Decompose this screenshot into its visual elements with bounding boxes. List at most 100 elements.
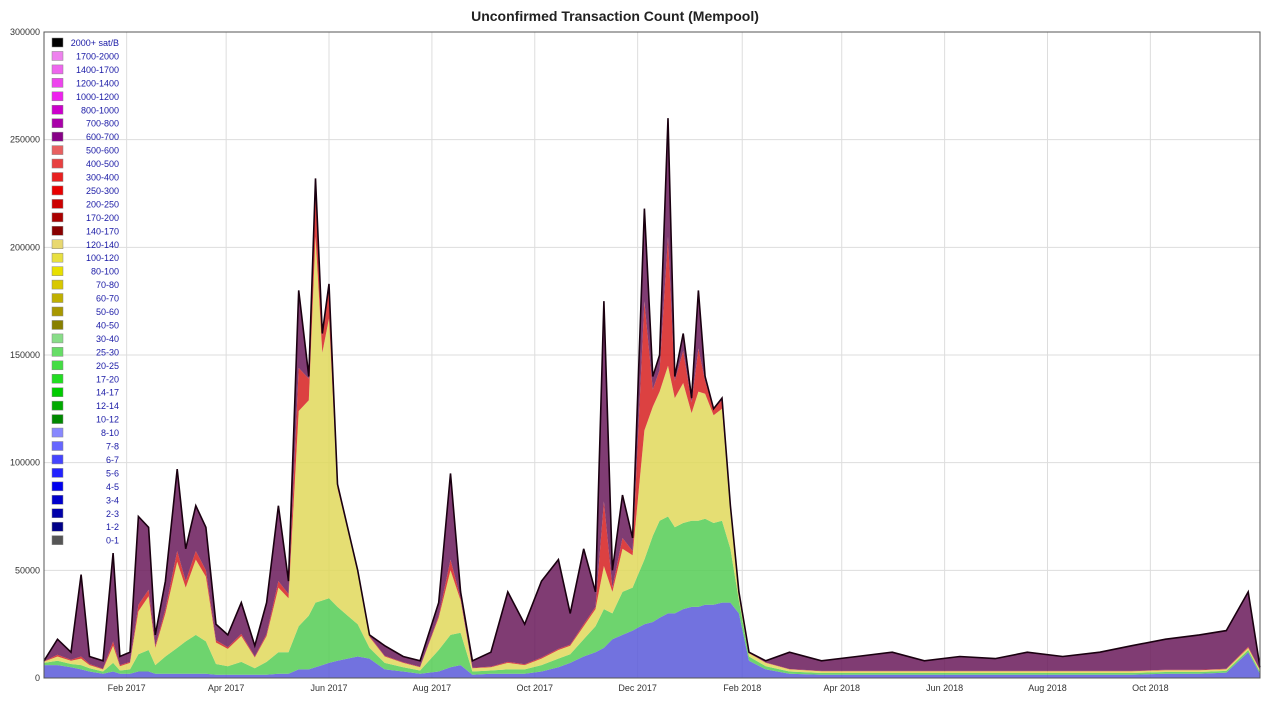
axes: 0 50000 100000 150000 200000 250000 300000 Feb … <box>10 27 1261 693</box>
legend-swatch <box>51 91 64 102</box>
legend-swatch <box>51 131 64 142</box>
legend-swatch <box>51 306 64 317</box>
legend-label: 1-2 <box>106 522 119 532</box>
x-tick-label: Oct 2018 <box>1132 683 1169 693</box>
total-line <box>43 118 1261 668</box>
legend-label: 2-3 <box>106 509 119 519</box>
legend-label: 800-1000 <box>81 105 119 115</box>
x-tick-label: Aug 2018 <box>1028 683 1067 693</box>
y-tick-label: 150000 <box>10 350 40 360</box>
legend-label: 10-12 <box>96 415 119 425</box>
legend-label: 300-400 <box>86 173 119 183</box>
legend-swatch <box>51 400 64 411</box>
legend-swatch <box>51 266 64 276</box>
legend-swatch <box>51 239 64 249</box>
legend-label: 600-700 <box>86 132 119 142</box>
legend-label: 20-25 <box>96 361 119 371</box>
legend-swatch <box>51 37 64 48</box>
x-tick-label: Feb 2017 <box>108 683 146 693</box>
legend-swatch <box>51 172 64 182</box>
legend-label: 3-4 <box>106 495 119 505</box>
legend-swatch <box>51 454 64 465</box>
legend-label: 250-300 <box>86 186 119 196</box>
legend-label: 2000+ sat/B <box>71 38 119 48</box>
legend-label: 30-40 <box>96 334 119 344</box>
legend-swatch <box>51 145 64 155</box>
legend-swatch <box>51 185 64 196</box>
y-tick-label: 200000 <box>10 242 40 252</box>
legend-swatch <box>51 118 64 128</box>
legend-label: 80-100 <box>91 267 119 277</box>
legend-swatch <box>51 333 64 344</box>
x-tick-label: Aug 2017 <box>413 683 452 693</box>
y-tick-label: 50000 <box>15 565 40 575</box>
legend-label: 100-120 <box>86 253 119 263</box>
legend-label: 7-8 <box>106 442 119 452</box>
x-tick-label: Dec 2017 <box>618 683 657 693</box>
legend-swatch <box>51 374 64 384</box>
legend-swatch <box>51 414 64 424</box>
chart-title: Unconfirmed Transaction Count (Mempool) <box>471 8 759 24</box>
legend-label: 1000-1200 <box>76 92 119 102</box>
legend-label: 40-50 <box>96 320 119 330</box>
legend-swatch <box>51 51 64 61</box>
area-band-2 <box>44 236 1260 673</box>
legend-label: 70-80 <box>96 280 119 290</box>
legend-label: 400-500 <box>86 159 119 169</box>
y-tick-label: 0 <box>35 673 40 683</box>
legend-label: 8-10 <box>101 428 119 438</box>
legend-label: 12-14 <box>96 401 119 411</box>
legend-label: 140-170 <box>86 226 119 236</box>
x-tick-label: Jun 2017 <box>311 683 348 693</box>
x-tick-label: Jun 2018 <box>926 683 963 693</box>
y-tick-label: 250000 <box>10 135 40 145</box>
legend-label: 0-1 <box>106 536 119 546</box>
total-series-line <box>43 118 1261 668</box>
y-tick-label: 100000 <box>10 458 40 468</box>
area-band-0 <box>44 602 1260 678</box>
legend-swatch <box>51 427 64 438</box>
legend-label: 5-6 <box>106 468 119 478</box>
legend-swatch <box>51 347 64 357</box>
legend-label: 1700-2000 <box>76 51 119 61</box>
legend-label: 25-30 <box>96 347 119 357</box>
legend-label: 17-20 <box>96 374 119 384</box>
legend-label: 6-7 <box>106 455 119 465</box>
legend-swatch <box>51 64 64 75</box>
plot-frame <box>43 31 1261 679</box>
stacked-areas <box>44 118 1260 678</box>
x-tick-label: Apr 2018 <box>823 683 860 693</box>
legend-swatch <box>51 252 64 263</box>
legend-swatch <box>51 105 64 115</box>
legend-label: 500-600 <box>86 146 119 156</box>
legend-swatch <box>51 521 64 532</box>
legend-label: 200-250 <box>86 199 119 209</box>
legend-swatch <box>51 441 64 451</box>
legend-label: 1400-1700 <box>76 65 119 75</box>
x-tick-label: Apr 2017 <box>208 683 245 693</box>
legend-swatch <box>51 279 64 290</box>
legend-swatch <box>51 387 64 397</box>
legend-swatch <box>51 78 64 88</box>
legend-label: 170-200 <box>86 213 119 223</box>
legend-swatch <box>51 158 64 169</box>
legend-swatch <box>51 360 64 371</box>
legend-swatch <box>51 468 64 478</box>
legend-swatch <box>51 535 64 545</box>
legend-label: 60-70 <box>96 294 119 304</box>
legend: 2000+ sat/B 1700-2000 1400-1700 1200-1400 10… <box>51 37 119 546</box>
legend-label: 50-60 <box>96 307 119 317</box>
legend-swatch <box>51 212 64 223</box>
x-tick-label: Oct 2017 <box>517 683 554 693</box>
legend-label: 1200-1400 <box>76 78 119 88</box>
legend-swatch <box>51 508 64 518</box>
legend-label: 4-5 <box>106 482 119 492</box>
y-tick-label: 300000 <box>10 27 40 37</box>
legend-label: 14-17 <box>96 388 119 398</box>
x-tick-label: Feb 2018 <box>723 683 761 693</box>
legend-swatch <box>51 320 64 330</box>
legend-swatch <box>51 293 64 303</box>
legend-swatch <box>51 199 64 209</box>
legend-label: 700-800 <box>86 119 119 129</box>
